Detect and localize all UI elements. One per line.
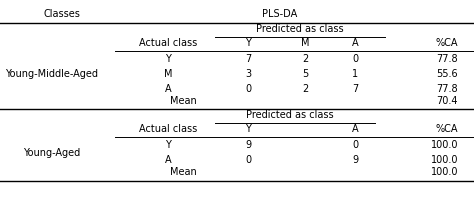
Text: 0: 0 [245,84,251,94]
Text: Mean: Mean [170,167,196,177]
Text: 0: 0 [352,140,358,150]
Text: 77.8: 77.8 [437,84,458,94]
Text: 0: 0 [352,54,358,64]
Text: Young-Middle-Aged: Young-Middle-Aged [6,69,99,79]
Text: 70.4: 70.4 [437,96,458,106]
Text: 100.0: 100.0 [430,167,458,177]
Text: Actual class: Actual class [139,38,197,48]
Text: Y: Y [245,124,251,134]
Text: %CA: %CA [436,38,458,48]
Text: 9: 9 [245,140,251,150]
Text: A: A [164,155,171,165]
Text: 0: 0 [245,155,251,165]
Text: 3: 3 [245,69,251,79]
Text: Classes: Classes [44,9,81,19]
Text: 1: 1 [352,69,358,79]
Text: 2: 2 [302,84,308,94]
Text: 7: 7 [245,54,251,64]
Text: %CA: %CA [436,124,458,134]
Text: PLS-DA: PLS-DA [263,9,298,19]
Text: A: A [352,38,358,48]
Text: M: M [301,38,309,48]
Text: Y: Y [165,140,171,150]
Text: Y: Y [245,38,251,48]
Text: 7: 7 [352,84,358,94]
Text: Y: Y [165,54,171,64]
Text: 2: 2 [302,54,308,64]
Text: 100.0: 100.0 [430,155,458,165]
Text: M: M [164,69,172,79]
Text: 55.6: 55.6 [437,69,458,79]
Text: Predicted as class: Predicted as class [256,24,344,34]
Text: Mean: Mean [170,96,196,106]
Text: A: A [164,84,171,94]
Text: 9: 9 [352,155,358,165]
Text: 100.0: 100.0 [430,140,458,150]
Text: Young-Aged: Young-Aged [23,147,81,158]
Text: 77.8: 77.8 [437,54,458,64]
Text: Actual class: Actual class [139,124,197,134]
Text: 5: 5 [302,69,308,79]
Text: A: A [352,124,358,134]
Text: Predicted as class: Predicted as class [246,110,334,120]
